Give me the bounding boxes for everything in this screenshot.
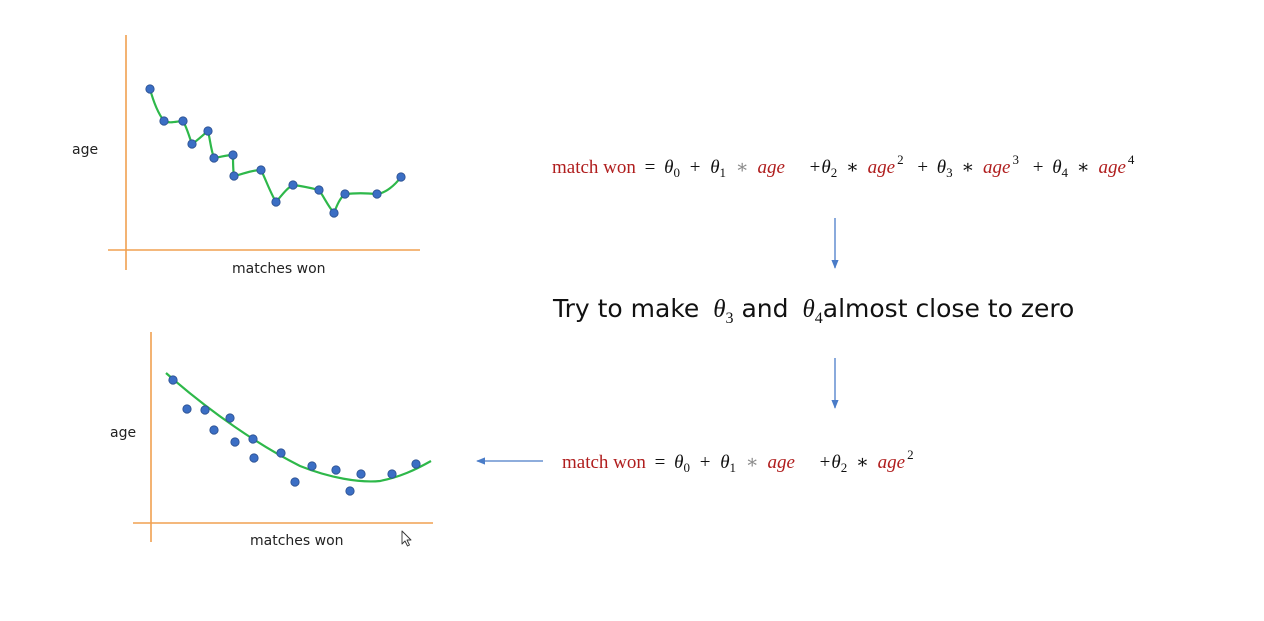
data-point (329, 208, 339, 218)
equation-bottom: match won = θ0 + θ1 ∗ age +θ2 ∗ age 2 (562, 447, 914, 477)
data-point (314, 185, 324, 195)
data-point (288, 180, 298, 190)
bottom-plot-smooth-curve (165, 372, 432, 483)
equation-top: match won = θ0 + θ1 ∗ age +θ2 ∗ age 2 + θ… (552, 148, 1135, 182)
data-point (276, 448, 286, 458)
data-point (203, 126, 213, 136)
data-point (340, 189, 350, 199)
data-point (356, 469, 366, 479)
data-point (209, 425, 219, 435)
data-point (396, 172, 406, 182)
data-point (168, 375, 178, 385)
data-point (307, 461, 317, 471)
bottom-plot-xlabel: matches won (250, 533, 344, 549)
data-point (248, 434, 258, 444)
mouse-cursor-icon (401, 530, 412, 547)
data-point (228, 150, 238, 160)
data-point (229, 171, 239, 181)
data-point (387, 469, 397, 479)
top-plot-points (145, 84, 406, 218)
data-point (159, 116, 169, 126)
data-point (225, 413, 235, 423)
data-point (230, 437, 240, 447)
bottom-plot-points (168, 375, 421, 496)
top-plot-ylabel: age (72, 142, 98, 158)
data-point (145, 84, 155, 94)
top-plot-overfit-curve (148, 88, 402, 216)
data-point (256, 165, 266, 175)
data-point (200, 405, 210, 415)
bottom-plot: age matches won (110, 332, 433, 549)
data-point (182, 404, 192, 414)
top-plot: age matches won (72, 35, 420, 277)
data-point (271, 197, 281, 207)
top-plot-xlabel: matches won (232, 261, 326, 277)
data-point (331, 465, 341, 475)
data-point (178, 116, 188, 126)
data-point (411, 459, 421, 469)
data-point (372, 189, 382, 199)
data-point (249, 453, 259, 463)
headline: Try to make θ3 and θ4almost close to zer… (552, 294, 1074, 327)
bottom-plot-ylabel: age (110, 425, 136, 441)
data-point (290, 477, 300, 487)
data-point (187, 139, 197, 149)
data-point (209, 153, 219, 163)
data-point (345, 486, 355, 496)
